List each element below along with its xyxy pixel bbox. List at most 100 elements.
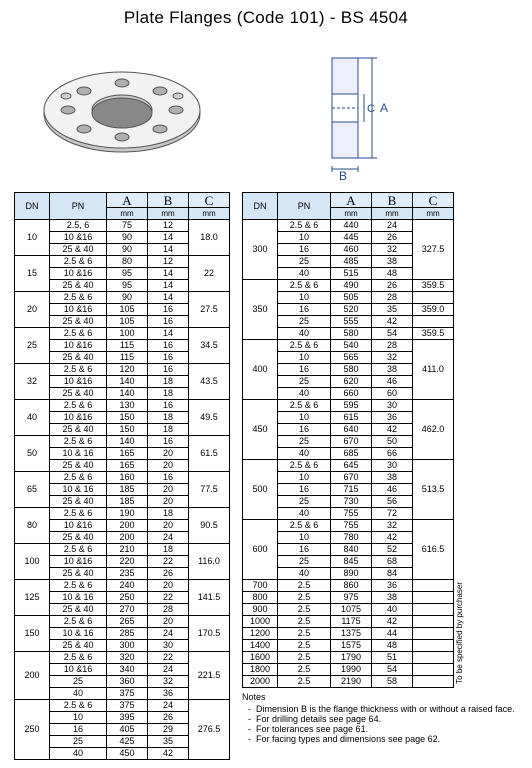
- cell-c: [413, 592, 454, 604]
- cell-b: 48: [372, 268, 413, 280]
- cell-b: 28: [148, 604, 189, 616]
- dim-label-c: C: [367, 103, 375, 115]
- dim-label-b: B: [339, 169, 347, 180]
- cell-a: 140: [107, 376, 148, 388]
- cell-b: 29: [148, 724, 189, 736]
- cell-dn: 1800: [243, 664, 278, 676]
- cell-a: 185: [107, 496, 148, 508]
- cell-b: 22: [148, 592, 189, 604]
- cell-a: 285: [107, 628, 148, 640]
- table-row: 10002.5117542: [243, 616, 454, 628]
- cell-b: 24: [148, 700, 189, 712]
- cell-dn: 600: [243, 520, 278, 580]
- cell-pn: 25 & 40: [50, 568, 107, 580]
- cell-a: 595: [331, 400, 372, 412]
- cell-a: 200: [107, 520, 148, 532]
- col-dn: DN: [15, 193, 50, 220]
- cell-b: 18: [148, 424, 189, 436]
- cell-c: 27.5: [189, 292, 230, 328]
- table-row: 2502.5 & 637524276.5: [15, 700, 230, 712]
- cell-b: 22: [148, 556, 189, 568]
- cell-b: 20: [148, 460, 189, 472]
- unit-a: mm: [331, 208, 372, 220]
- cell-a: 395: [107, 712, 148, 724]
- cell-b: 18: [148, 412, 189, 424]
- dim-label-a: A: [380, 101, 388, 115]
- cell-b: 32: [372, 244, 413, 256]
- cell-b: 20: [148, 496, 189, 508]
- col-pn: PN: [50, 193, 107, 220]
- notes-item: For tolerances see page 61.: [256, 724, 515, 734]
- cell-a: 90: [107, 244, 148, 256]
- cell-pn: 25 & 40: [50, 640, 107, 652]
- cell-a: 460: [331, 244, 372, 256]
- cell-b: 32: [372, 520, 413, 532]
- cell-dn: 10: [15, 220, 50, 256]
- cell-pn: 2.5 & 6: [50, 328, 107, 340]
- cell-b: 14: [148, 280, 189, 292]
- cell-c: 141.5: [189, 580, 230, 616]
- cell-pn: 2.5 & 6: [50, 436, 107, 448]
- cell-a: 90: [107, 292, 148, 304]
- cell-c: 221.5: [189, 652, 230, 700]
- cell-b: 42: [372, 532, 413, 544]
- cell-b: 30: [372, 400, 413, 412]
- tables-row: DN PN A B C mm mm mm 102.5, 6751218.010 …: [14, 192, 518, 760]
- cell-c: 61.5: [189, 436, 230, 472]
- cell-c: [413, 292, 454, 304]
- unit-c: mm: [189, 208, 230, 220]
- cell-a: 80: [107, 256, 148, 268]
- cell-pn: 2.5 & 6: [278, 520, 331, 532]
- cell-pn: 2.5 & 6: [50, 292, 107, 304]
- cell-a: 105: [107, 304, 148, 316]
- cell-dn: 250: [15, 700, 50, 760]
- cell-a: 755: [331, 508, 372, 520]
- cell-b: 42: [372, 316, 413, 328]
- cell-pn: 25 & 40: [50, 280, 107, 292]
- table-row: 402.5 & 61301649.5: [15, 400, 230, 412]
- cell-b: 26: [372, 232, 413, 244]
- cell-pn: 2.5 & 6: [50, 652, 107, 664]
- cell-pn: 16: [278, 484, 331, 496]
- cell-pn: 2.5: [278, 616, 331, 628]
- cell-pn: 25 & 40: [50, 532, 107, 544]
- table-row: 202.5 & 6901427.5: [15, 292, 230, 304]
- cell-pn: 2.5 & 6: [50, 580, 107, 592]
- cell-pn: 16: [278, 244, 331, 256]
- cell-pn: 10 &16: [50, 232, 107, 244]
- cell-b: 28: [372, 340, 413, 352]
- cell-pn: 2.5 & 6: [278, 400, 331, 412]
- cell-b: 38: [372, 364, 413, 376]
- cell-a: 405: [107, 724, 148, 736]
- cell-pn: 25 & 40: [50, 460, 107, 472]
- cell-pn: 10 &16: [50, 412, 107, 424]
- cell-c: 411.0: [413, 340, 454, 400]
- cell-dn: 300: [243, 220, 278, 280]
- cell-pn: 25: [278, 496, 331, 508]
- cell-c: 359.5: [413, 328, 454, 340]
- cell-pn: 25 & 40: [50, 352, 107, 364]
- cell-pn: 2.5: [278, 664, 331, 676]
- cell-b: 72: [372, 508, 413, 520]
- cell-pn: 2.5: [278, 592, 331, 604]
- notes-item: Dimension B is the flange thickness with…: [256, 704, 515, 714]
- cell-b: 38: [372, 592, 413, 604]
- cell-b: 36: [372, 412, 413, 424]
- cell-pn: 2.5 & 6: [50, 616, 107, 628]
- cell-pn: 2.5: [278, 652, 331, 664]
- cell-dn: 25: [15, 328, 50, 364]
- cell-a: 165: [107, 448, 148, 460]
- cell-b: 16: [148, 304, 189, 316]
- cell-c: 116.0: [189, 544, 230, 580]
- cell-b: 20: [148, 616, 189, 628]
- cell-pn: 10: [278, 292, 331, 304]
- cell-a: 265: [107, 616, 148, 628]
- cell-a: 240: [107, 580, 148, 592]
- cell-dn: 900: [243, 604, 278, 616]
- cell-a: 450: [107, 748, 148, 760]
- cell-a: 90: [107, 232, 148, 244]
- cell-pn: 10: [278, 352, 331, 364]
- cell-pn: 10 & 16: [50, 484, 107, 496]
- cell-a: 140: [107, 436, 148, 448]
- cell-dn: 150: [15, 616, 50, 652]
